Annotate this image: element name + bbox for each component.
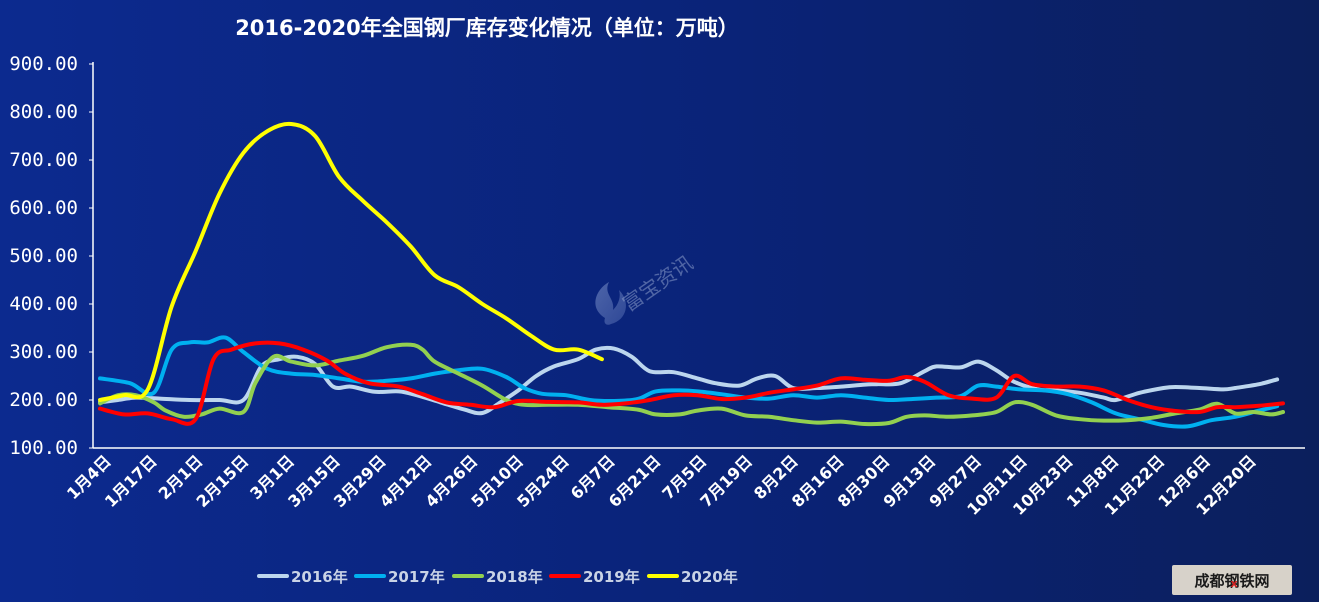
site-stamp: 成都钢铁网 x <box>1172 565 1292 595</box>
flame-logo-icon <box>595 282 626 325</box>
legend: 2016年 2017年 2018年 2019年 2020年 <box>257 568 738 586</box>
watermark-text: 富宝资讯 <box>618 251 697 317</box>
legend-label: 2019年 <box>583 568 640 586</box>
y-tick-label: 800.00 <box>9 101 78 123</box>
y-tick-labels: 900.00 800.00 700.00 600.00 500.00 400.00 300.… <box>9 53 93 459</box>
y-tick-label: 600.00 <box>9 197 78 219</box>
y-tick-label: 500.00 <box>9 245 78 267</box>
legend-item: 2018年 <box>452 568 543 586</box>
y-tick-label: 200.00 <box>9 389 78 411</box>
stamp-text: 成都钢铁网 <box>1194 572 1269 590</box>
series-line-3 <box>98 342 1285 427</box>
legend-label: 2018年 <box>486 568 543 586</box>
series-line-2 <box>98 335 1280 429</box>
y-tick-label: 400.00 <box>9 293 78 315</box>
chart-title: 2016-2020年全国钢厂库存变化情况（单位：万吨） <box>235 16 739 40</box>
y-tick-label: 100.00 <box>9 437 78 459</box>
legend-item: 2019年 <box>549 568 640 586</box>
series-line-1 <box>98 345 1280 416</box>
series-lines <box>98 121 1285 429</box>
legend-item: 2016年 <box>257 568 348 586</box>
legend-label: 2020年 <box>681 568 738 586</box>
stamp-close-icon: x <box>1230 577 1237 590</box>
watermark: 富宝资讯 <box>595 251 697 325</box>
y-tick-label: 700.00 <box>9 149 78 171</box>
y-tick-label: 900.00 <box>9 53 78 75</box>
x-tick-labels: 1月4日1月17日2月1日2月15日3月1日3月15日3月29日4月12日4月2… <box>63 451 1260 519</box>
y-tick-label: 300.00 <box>9 341 78 363</box>
legend-item: 2020年 <box>647 568 738 586</box>
legend-label: 2016年 <box>291 568 348 586</box>
legend-label: 2017年 <box>388 568 445 586</box>
legend-item: 2017年 <box>354 568 445 586</box>
series-line-5 <box>98 121 604 402</box>
series-line-4 <box>98 340 1285 426</box>
